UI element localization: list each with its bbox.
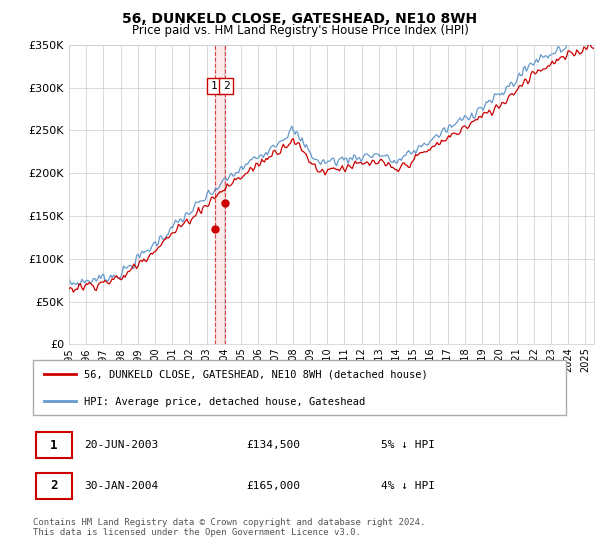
Text: Contains HM Land Registry data © Crown copyright and database right 2024.
This d: Contains HM Land Registry data © Crown c… [33, 518, 425, 538]
Text: 1: 1 [50, 438, 58, 451]
Text: 20-JUN-2003: 20-JUN-2003 [84, 440, 158, 450]
Text: £165,000: £165,000 [246, 480, 300, 491]
Text: 5% ↓ HPI: 5% ↓ HPI [381, 440, 435, 450]
Text: Price paid vs. HM Land Registry's House Price Index (HPI): Price paid vs. HM Land Registry's House … [131, 24, 469, 36]
Text: £134,500: £134,500 [246, 440, 300, 450]
Bar [215, 45, 225, 344]
Text: 2: 2 [50, 479, 58, 492]
FancyBboxPatch shape [37, 432, 71, 458]
Text: 56, DUNKELD CLOSE, GATESHEAD, NE10 8WH (detached house): 56, DUNKELD CLOSE, GATESHEAD, NE10 8WH (… [84, 369, 428, 379]
Text: 4% ↓ HPI: 4% ↓ HPI [381, 480, 435, 491]
FancyBboxPatch shape [33, 360, 566, 416]
Text: 56, DUNKELD CLOSE, GATESHEAD, NE10 8WH: 56, DUNKELD CLOSE, GATESHEAD, NE10 8WH [122, 12, 478, 26]
Text: 30-JAN-2004: 30-JAN-2004 [84, 480, 158, 491]
Text: 1: 1 [211, 81, 217, 91]
Text: HPI: Average price, detached house, Gateshead: HPI: Average price, detached house, Gate… [84, 397, 365, 407]
FancyBboxPatch shape [37, 473, 71, 498]
Text: 2: 2 [223, 81, 230, 91]
